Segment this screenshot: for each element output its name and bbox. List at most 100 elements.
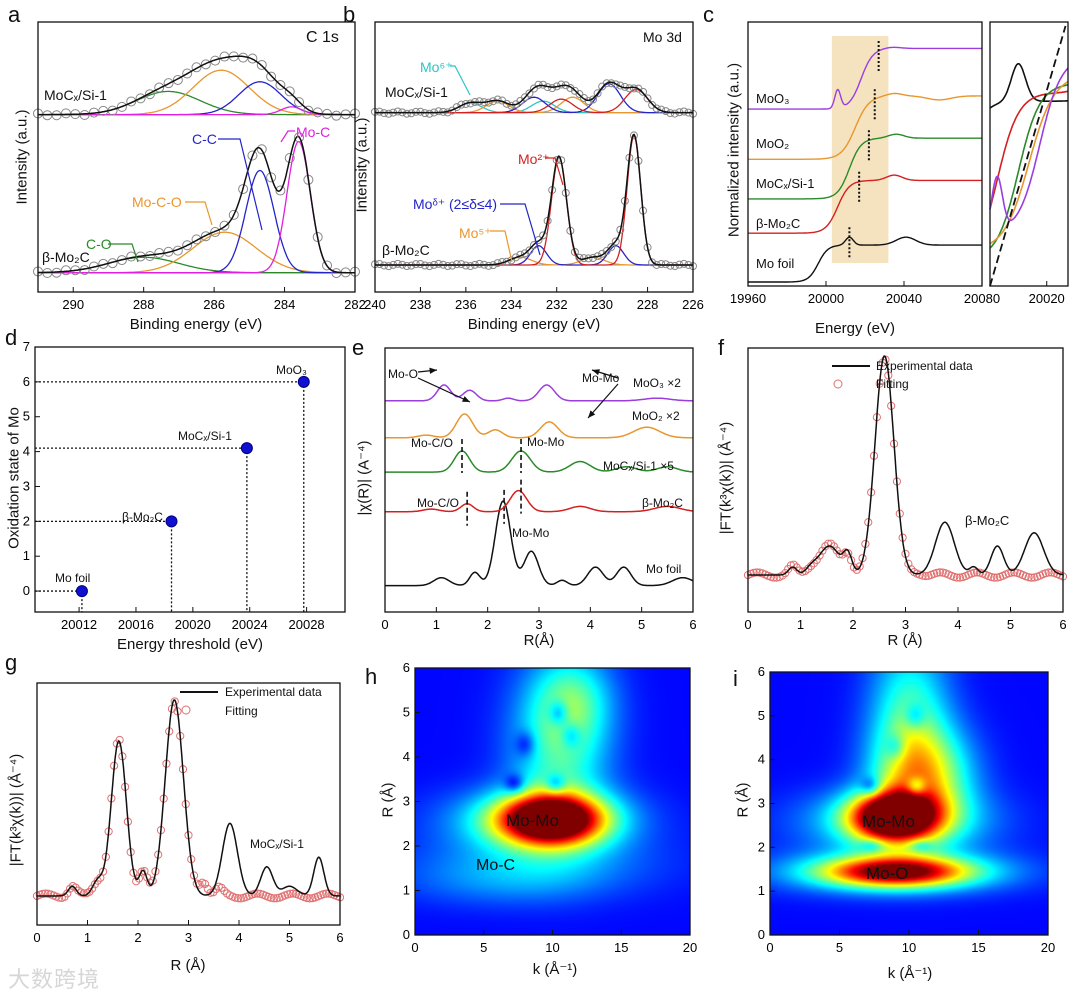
- b-data-point: [384, 262, 393, 271]
- g-fitting-point: [220, 886, 229, 895]
- d-ytick-label: 4: [23, 444, 30, 459]
- f-xtick-label: 4: [954, 617, 961, 632]
- b-data-point: [475, 259, 484, 268]
- b-xtick-label: 230: [591, 297, 613, 312]
- g-experimental-curve: [37, 699, 341, 897]
- b-data-point: [602, 247, 611, 256]
- g-fitting-point: [38, 889, 47, 899]
- g-fitting-point: [286, 889, 295, 898]
- a-data-point: [51, 110, 62, 121]
- b-data-point: [375, 107, 384, 116]
- f-legend-experimental: Experimental data: [876, 359, 973, 373]
- b-data-point: [452, 103, 461, 112]
- b-xtick-label: 228: [637, 297, 659, 312]
- a-envelope-curve: [38, 135, 355, 274]
- i-xtick-label: 5: [836, 940, 843, 955]
- i-ytick-label: 6: [758, 664, 765, 679]
- b-data-point: [443, 262, 452, 271]
- a-plot-frame: [37, 21, 356, 293]
- e-arrowhead: [592, 369, 600, 376]
- c-label-mocx: MoCₓ/Si-1: [756, 176, 815, 191]
- f-xtick-label: 3: [902, 617, 909, 632]
- h-xlabel: k (Å⁻¹): [532, 961, 578, 978]
- h-label-moc: Mo-C: [476, 857, 516, 874]
- d-ytick-label: 3: [23, 478, 30, 493]
- e-label-mocod-1: Mo-C/O: [411, 436, 453, 450]
- g-fitting-point: [253, 889, 262, 898]
- a-data-point: [219, 220, 230, 231]
- d-ytick-label: 5: [23, 409, 30, 424]
- f-xtick-label: 2: [849, 617, 856, 632]
- e-arrowhead: [588, 410, 596, 418]
- h-ytick-label: 0: [403, 927, 410, 942]
- a-data-point: [135, 93, 146, 104]
- a-data-point: [182, 68, 193, 79]
- b-data-point: [520, 249, 529, 258]
- b-leader-line: [545, 157, 564, 186]
- b-data-point: [411, 107, 420, 116]
- f-fitting-point: [818, 546, 827, 555]
- a-data-point: [144, 89, 155, 100]
- i-ytick-label: 4: [758, 752, 765, 767]
- d-xtick-label: 20028: [289, 617, 325, 632]
- b-data-point: [461, 100, 470, 109]
- h-ytick-label: 3: [403, 794, 410, 809]
- b-data-point: [425, 109, 434, 118]
- e-ylabel: |χ(R)| (A⁻⁴): [355, 440, 373, 516]
- b-label-mo2: Mo²⁺: [518, 151, 550, 167]
- b-data-point: [402, 109, 411, 118]
- d-ylabel: Oxidation state of Mo: [5, 407, 23, 549]
- b-data-point: [525, 89, 534, 98]
- i-ytick-label: 2: [758, 839, 765, 854]
- a-xtick-label: 286: [203, 297, 225, 312]
- h-xtick-label: 5: [480, 940, 487, 955]
- a-data-point: [191, 234, 202, 245]
- d-data-point: [297, 375, 310, 388]
- e-xtick-label: 4: [587, 617, 594, 632]
- d-xtick-label: 20012: [61, 617, 97, 632]
- a-data-point: [182, 240, 193, 251]
- c-xlabel: Energy (eV): [814, 320, 896, 337]
- c-inset-plot-frame: [989, 21, 1069, 287]
- c-inset-xtick-label: 20020: [1029, 291, 1065, 306]
- e-label-mocx: MoCₓ/Si-1 ×5: [603, 459, 674, 473]
- f-fitting-point: [835, 550, 844, 559]
- h-xtick-label: 15: [614, 940, 628, 955]
- a-data-point: [331, 110, 342, 121]
- d-xtick-label: 20016: [118, 617, 154, 632]
- i-ytick-label: 3: [758, 796, 765, 811]
- i-xtick-label: 15: [971, 940, 985, 955]
- g-fitting-point: [54, 893, 64, 902]
- f-ylabel: |FT(k³χ(k))| (Å⁻⁴): [717, 421, 735, 535]
- a-leader-line: [108, 243, 139, 263]
- c-xanes-curve: [748, 174, 982, 234]
- f-experimental-curve: [748, 355, 1064, 576]
- i-ytick-label: 1: [758, 883, 765, 898]
- g-xtick-label: 2: [134, 930, 141, 945]
- b-data-point: [670, 262, 679, 271]
- a-data-point: [256, 59, 267, 70]
- h-plot-frame: [414, 667, 691, 936]
- i-ytick-label: 0: [758, 927, 765, 942]
- a-data-point: [116, 255, 127, 266]
- a-data-point: [210, 227, 221, 238]
- b-data-point: [575, 253, 584, 262]
- e-label-moo2: MoO₂ ×2: [632, 409, 680, 423]
- g-xtick-label: 1: [84, 930, 91, 945]
- a-data-point: [275, 80, 286, 91]
- g-xtick-label: 3: [185, 930, 192, 945]
- f-fitting-point: [749, 568, 758, 577]
- b-label-mo5: Mo⁵⁺: [459, 225, 492, 241]
- c-xtick-label: 20000: [808, 291, 844, 306]
- e-xtick-label: 1: [433, 617, 440, 632]
- b-data-point: [584, 96, 593, 105]
- a-label-moc: Mo-C: [296, 124, 331, 140]
- a-leader-line: [280, 130, 295, 143]
- g-xtick-label: 6: [336, 930, 343, 945]
- e-arrowhead: [462, 396, 470, 402]
- f-legend-circle-icon: [833, 379, 843, 389]
- a-label-moco: Mo-C-O: [132, 194, 182, 210]
- e-label-moo3: MoO₃ ×2: [633, 376, 681, 390]
- g-fitting-point: [305, 894, 314, 903]
- a-data-point: [154, 82, 165, 93]
